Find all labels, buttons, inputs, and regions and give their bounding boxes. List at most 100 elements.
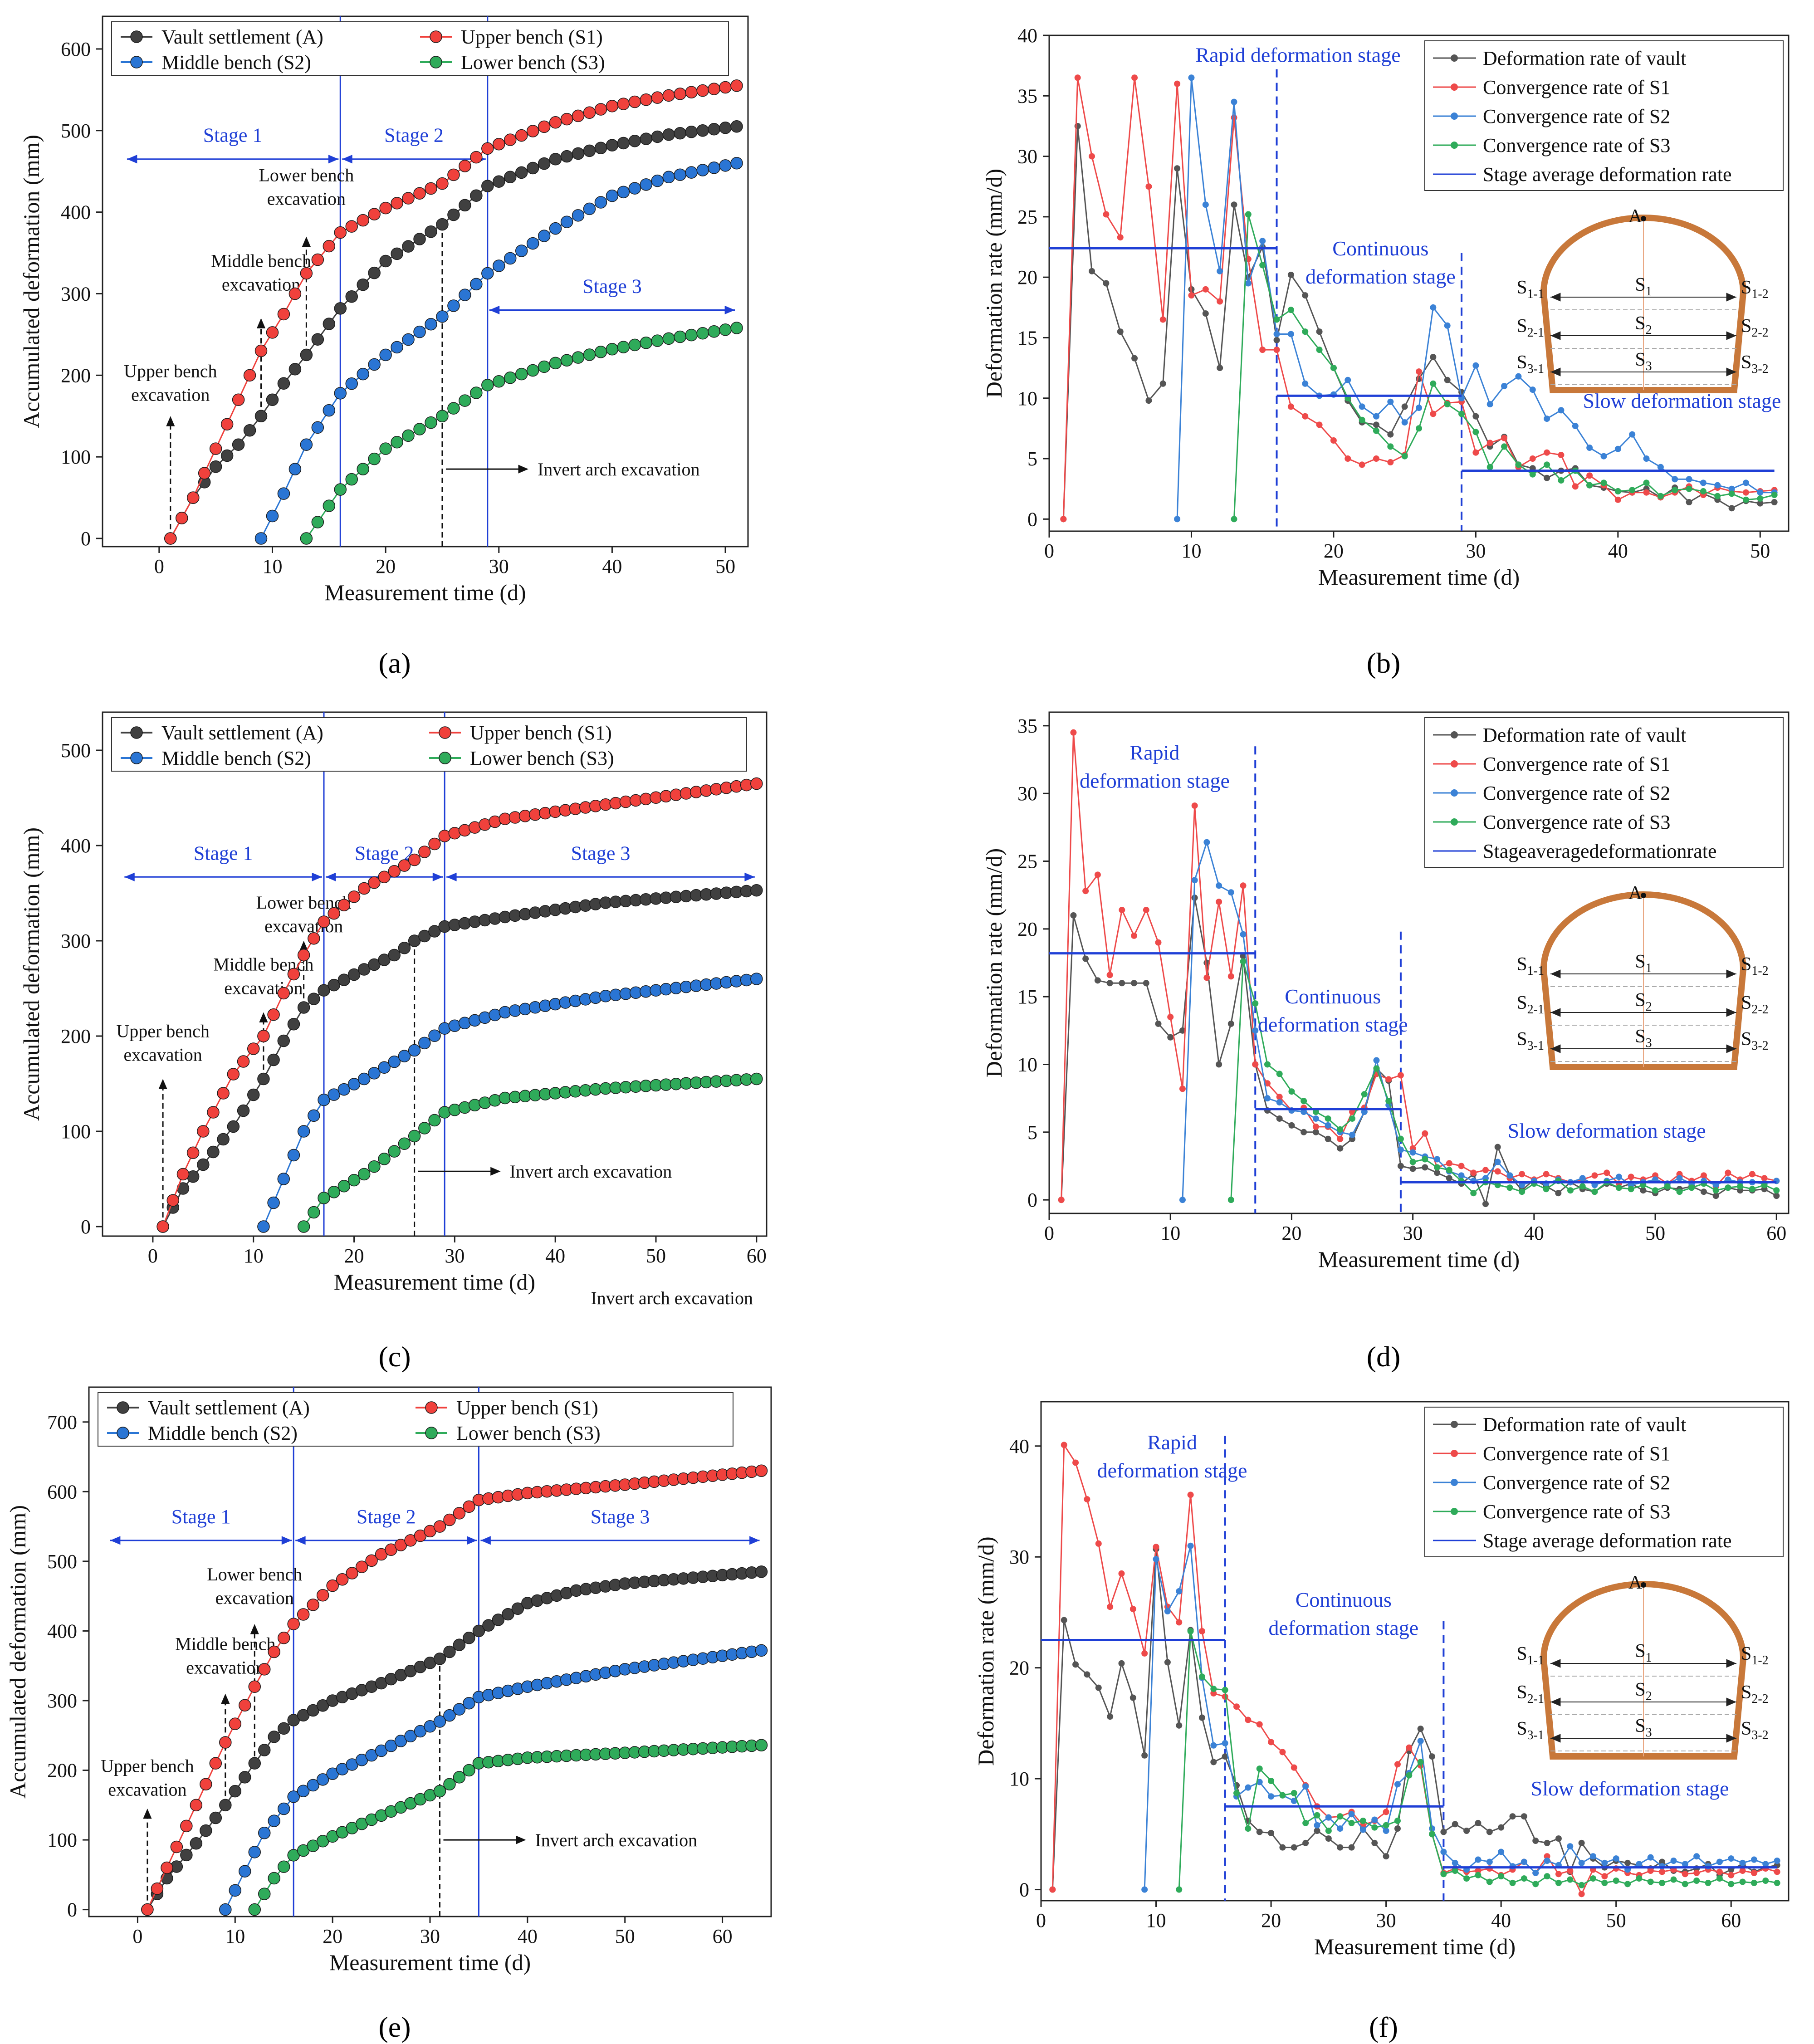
data-point	[515, 244, 528, 257]
data-point	[1159, 316, 1166, 323]
tunnel-point-marker	[1641, 893, 1646, 898]
stage-arrow-head	[326, 872, 336, 881]
tunnel-outline	[1540, 891, 1747, 1070]
data-point	[345, 220, 358, 233]
data-point	[1652, 1187, 1659, 1194]
data-point	[379, 201, 392, 215]
data-point	[1131, 932, 1138, 939]
data-point	[674, 88, 686, 100]
data-point	[526, 237, 539, 250]
data-point	[1252, 1027, 1259, 1034]
data-point	[1494, 1168, 1501, 1175]
data-point	[1486, 1858, 1493, 1865]
data-point	[186, 491, 200, 504]
data-point	[1373, 1057, 1380, 1064]
data-point	[197, 1158, 210, 1171]
data-point	[287, 968, 300, 981]
data-point	[239, 1699, 251, 1711]
stage-arrow-head	[446, 872, 457, 881]
data-point	[1544, 461, 1550, 468]
data-point	[662, 89, 675, 102]
data-point	[398, 859, 411, 872]
data-point	[1337, 1813, 1344, 1820]
data-point	[1222, 1740, 1228, 1746]
data-point	[1567, 1876, 1574, 1883]
data-point	[1359, 1818, 1366, 1824]
tunnel-label-mid: S1	[1635, 951, 1652, 975]
data-point	[708, 161, 720, 174]
data-point	[334, 387, 347, 400]
y-axis-label: Accumulated deformation (mm)	[5, 1505, 30, 1799]
data-point	[1647, 1868, 1654, 1874]
data-point	[1203, 839, 1210, 846]
data-point	[1578, 1859, 1585, 1866]
data-point	[1287, 331, 1294, 337]
legend-box	[98, 1392, 733, 1447]
stage-label: Stage 1	[194, 842, 253, 864]
data-point	[1771, 499, 1778, 506]
data-point	[1591, 1172, 1598, 1179]
data-point	[1429, 1753, 1436, 1760]
data-point	[493, 375, 505, 388]
data-point	[504, 133, 517, 146]
data-point	[1601, 1879, 1608, 1886]
data-point	[368, 876, 381, 889]
data-point	[1359, 416, 1365, 423]
y-tick-label: 600	[47, 1481, 77, 1503]
data-point	[750, 884, 763, 897]
data-point	[413, 187, 426, 200]
data-point	[1737, 1183, 1744, 1190]
data-point	[1600, 479, 1607, 486]
data-point	[1716, 1875, 1723, 1882]
data-point	[1567, 1843, 1574, 1850]
data-point	[408, 1130, 421, 1143]
data-point	[1521, 1813, 1527, 1820]
panel-label-c: (c)	[378, 1340, 411, 1373]
excavation-label: Middle bench	[175, 1634, 275, 1654]
x-tick-label: 0	[1044, 540, 1054, 562]
data-point	[696, 84, 709, 97]
y-tick-label: 0	[1019, 1879, 1029, 1901]
data-point	[248, 1757, 261, 1770]
data-point	[628, 95, 641, 108]
data-point	[1444, 377, 1451, 383]
data-point	[470, 151, 483, 164]
data-point	[266, 393, 279, 406]
y-tick-label: 500	[47, 1550, 77, 1573]
data-point	[708, 123, 720, 136]
data-point	[1174, 80, 1181, 87]
data-point	[493, 259, 505, 272]
data-point	[1256, 1721, 1263, 1728]
x-axis-label: Measurement time (d)	[1318, 1247, 1520, 1272]
data-point	[572, 109, 585, 122]
data-point	[1406, 1772, 1413, 1779]
data-point	[640, 132, 653, 145]
data-point	[268, 1731, 280, 1743]
data-point	[1072, 1661, 1079, 1668]
x-axis-label: Measurement time (d)	[1318, 564, 1520, 590]
data-point	[1498, 1824, 1505, 1831]
data-point	[1397, 1163, 1404, 1169]
data-point	[1705, 1879, 1711, 1886]
tunnel-label-right: S2-2	[1741, 993, 1769, 1017]
x-tick-label: 20	[1281, 1222, 1301, 1244]
data-point	[617, 186, 630, 199]
data-point	[337, 1180, 351, 1193]
tunnel-measure-head	[1726, 293, 1736, 302]
x-tick-label: 40	[1608, 540, 1628, 562]
data-point	[640, 178, 653, 191]
data-point	[1498, 1848, 1505, 1855]
data-point	[1316, 421, 1323, 428]
data-point	[1222, 1753, 1228, 1760]
data-point	[1515, 461, 1522, 468]
data-point	[1529, 471, 1536, 478]
data-point	[337, 973, 351, 986]
data-point	[1601, 1859, 1608, 1866]
data-point	[549, 116, 562, 129]
data-point	[617, 98, 630, 110]
series-line-vault-settlement-a	[147, 1571, 762, 1910]
data-point	[1268, 1793, 1275, 1800]
data-point	[1613, 1855, 1619, 1862]
tunnel-measure-head	[1550, 1008, 1561, 1017]
data-point	[1725, 1184, 1731, 1191]
